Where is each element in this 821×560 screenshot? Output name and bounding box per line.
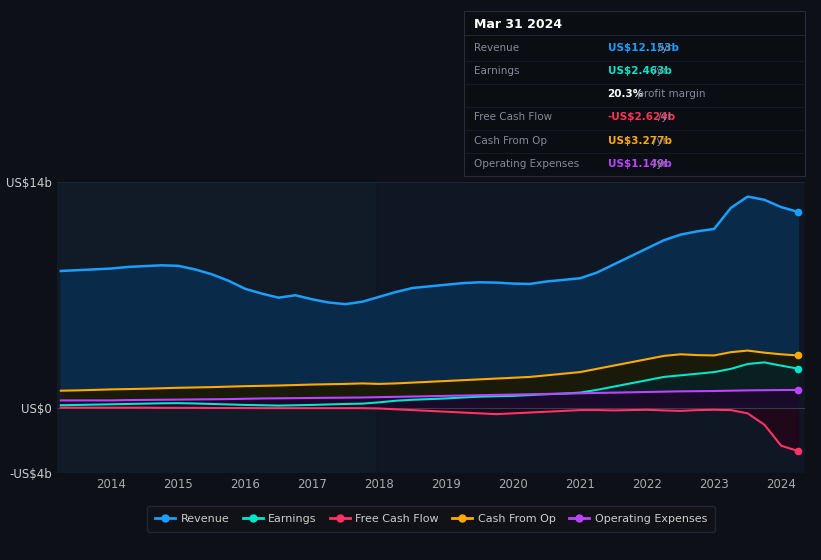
Text: Operating Expenses: Operating Expenses bbox=[474, 158, 579, 169]
Text: profit margin: profit margin bbox=[634, 89, 705, 99]
Text: /yr: /yr bbox=[658, 113, 672, 123]
Text: /yr: /yr bbox=[653, 158, 667, 169]
Text: US$2.463b: US$2.463b bbox=[608, 66, 672, 76]
Bar bbox=[376, 182, 805, 473]
Legend: Revenue, Earnings, Free Cash Flow, Cash From Op, Operating Expenses: Revenue, Earnings, Free Cash Flow, Cash … bbox=[147, 506, 715, 531]
Text: /yr: /yr bbox=[653, 136, 667, 146]
Text: US$3.277b: US$3.277b bbox=[608, 136, 672, 146]
Text: Cash From Op: Cash From Op bbox=[474, 136, 547, 146]
Text: Mar 31 2024: Mar 31 2024 bbox=[474, 18, 562, 31]
Text: Revenue: Revenue bbox=[474, 43, 519, 53]
Text: /yr: /yr bbox=[658, 43, 672, 53]
Text: US$1.149b: US$1.149b bbox=[608, 158, 672, 169]
Text: 20.3%: 20.3% bbox=[608, 89, 644, 99]
Text: -US$2.624b: -US$2.624b bbox=[608, 113, 676, 123]
Text: /yr: /yr bbox=[653, 66, 667, 76]
Text: Free Cash Flow: Free Cash Flow bbox=[474, 113, 552, 123]
Text: Earnings: Earnings bbox=[474, 66, 519, 76]
Text: US$12.153b: US$12.153b bbox=[608, 43, 678, 53]
